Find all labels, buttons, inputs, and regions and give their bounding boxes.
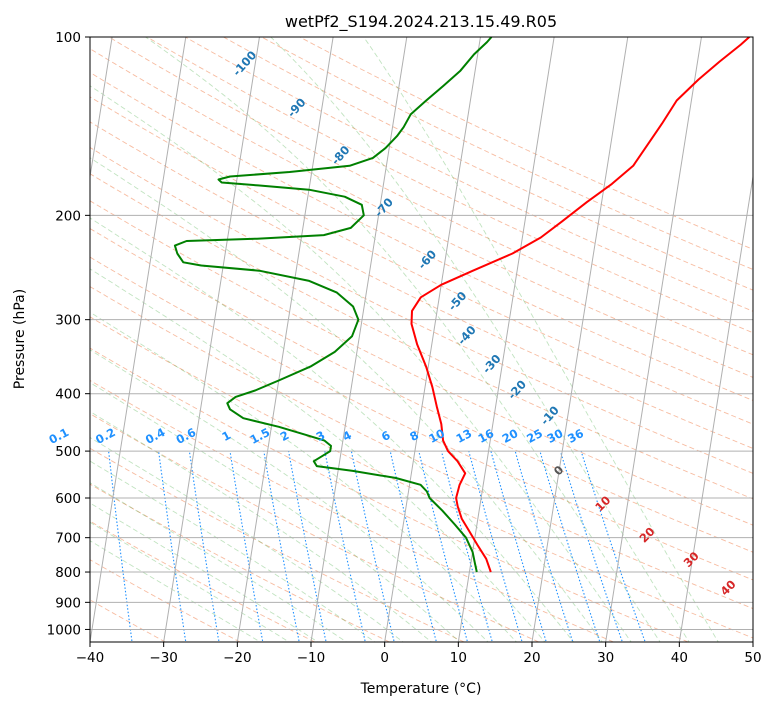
dewpoint-profile-line <box>173 37 493 573</box>
mixing-ratio-line <box>539 450 601 642</box>
plot-frame <box>89 36 754 643</box>
x-tick-label: −40 <box>76 650 105 666</box>
mixing-ratio-line <box>389 450 437 642</box>
isotherm-line <box>384 37 481 642</box>
mixing-ratio-line <box>188 451 220 642</box>
dry-adiabat-line <box>90 96 753 425</box>
mixing-ratio-line <box>514 450 574 642</box>
y-tick-label: 700 <box>55 531 81 547</box>
moist-adiabat-line <box>90 349 489 642</box>
isotherm-line <box>90 37 113 180</box>
y-tick-label: 200 <box>55 208 81 224</box>
temperature-profile-line <box>410 37 750 573</box>
mixing-ratio-line <box>440 450 493 642</box>
dry-adiabat-line <box>90 413 539 642</box>
plot-area <box>90 37 753 642</box>
mixing-ratio-line <box>324 450 366 642</box>
isotherm-line <box>678 173 753 642</box>
moist-adiabat-line <box>90 217 575 642</box>
dry-adiabat-line <box>223 37 753 291</box>
dry-adiabat-line <box>90 71 753 401</box>
axes: −40 −30 −20 −10 0 10 20 30 40 50 100 200 300 400 500 60… <box>47 30 762 666</box>
mixing-ratio-line <box>229 451 264 642</box>
isotherm-line <box>310 37 408 642</box>
x-tick-label: 50 <box>744 650 761 666</box>
grid-lines <box>90 37 753 642</box>
y-tick-label: 100 <box>55 30 81 46</box>
mixing-ratio-label: 30 <box>545 426 566 446</box>
y-axis-label: Pressure (hPa) <box>12 289 28 389</box>
mixing-ratio-line <box>580 450 646 642</box>
x-axis-label: Temperature (°C) <box>360 681 482 697</box>
x-tick-label: −20 <box>223 650 252 666</box>
mixing-ratio-line <box>490 450 547 642</box>
isotherm-line <box>163 37 260 642</box>
dry-adiabat-line <box>90 316 753 639</box>
dry-adiabat-line <box>108 37 753 356</box>
x-tick-label: 40 <box>671 650 688 666</box>
isotherm-line <box>531 37 629 642</box>
mixing-ratio-line <box>468 450 523 642</box>
y-tick-label: 800 <box>55 565 81 581</box>
dry-adiabat-line <box>90 256 753 581</box>
mixing-ratio-label: 20 <box>500 426 521 446</box>
mixing-ratio-line <box>350 450 395 642</box>
x-tick-label: 0 <box>380 650 389 666</box>
y-tick-label: 300 <box>55 313 81 329</box>
mixing-ratio-label: 36 <box>565 426 586 446</box>
dry-adiabat-line <box>90 200 753 526</box>
x-tick-label: 30 <box>597 650 614 666</box>
isotherm-line <box>90 37 187 642</box>
mixing-ratio-label: 10 <box>426 426 447 446</box>
y-tick-label: 600 <box>55 491 81 507</box>
mixing-ratio-line <box>158 451 187 642</box>
mixing-ratio-line <box>559 450 623 642</box>
isotherm-line <box>236 37 334 642</box>
dry-adiabat-line <box>299 37 753 250</box>
dry-adiabat-line <box>90 347 689 642</box>
dry-adiabat-line <box>90 286 753 610</box>
y-tick-label: 1000 <box>47 622 81 638</box>
dry-adiabat-line <box>90 228 753 553</box>
dry-adiabat-line <box>90 173 753 500</box>
dry-adiabat-line <box>90 379 614 642</box>
dry-adiabat-line <box>90 146 753 474</box>
mixing-ratio-label: 25 <box>524 426 545 446</box>
y-tick-label: 500 <box>55 444 81 460</box>
mixing-ratio-line <box>263 451 300 642</box>
isotherm-line <box>605 37 702 642</box>
x-tick-label: −30 <box>149 650 178 666</box>
x-tick-label: 10 <box>450 650 467 666</box>
mixing-ratio-label: 16 <box>476 426 497 446</box>
mixing-ratio-line <box>288 451 327 642</box>
dry-adiabat-line <box>90 121 753 449</box>
y-tick-label: 400 <box>55 387 81 403</box>
chart-title: wetPf2_S194.2024.213.15.49.R05 <box>285 12 557 32</box>
dry-adiabat-line <box>90 48 753 378</box>
mixing-ratio-label: 13 <box>454 426 475 446</box>
x-tick-label: −10 <box>297 650 326 666</box>
x-tick-label: 20 <box>523 650 540 666</box>
data-series <box>173 37 750 573</box>
y-tick-label: 900 <box>55 595 81 611</box>
dry-adiabat-line <box>261 37 753 270</box>
